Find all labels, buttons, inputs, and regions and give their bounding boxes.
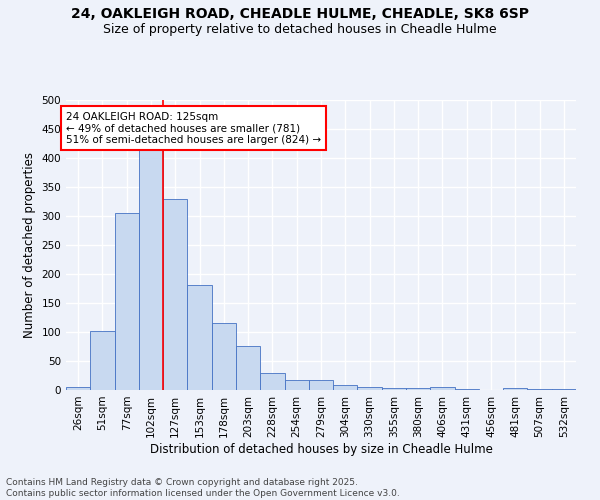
Text: Contains HM Land Registry data © Crown copyright and database right 2025.
Contai: Contains HM Land Registry data © Crown c… [6, 478, 400, 498]
Bar [115, 212, 139, 390]
Bar [212, 322, 236, 390]
Bar [163, 198, 187, 390]
Bar [90, 332, 115, 390]
Bar [406, 388, 430, 390]
Bar [503, 388, 527, 390]
Text: 24, OAKLEIGH ROAD, CHEADLE HULME, CHEADLE, SK8 6SP: 24, OAKLEIGH ROAD, CHEADLE HULME, CHEADL… [71, 8, 529, 22]
Y-axis label: Number of detached properties: Number of detached properties [23, 152, 36, 338]
Bar [139, 146, 163, 390]
Bar [260, 372, 284, 390]
Bar [552, 389, 576, 390]
Bar [430, 386, 455, 390]
Text: 24 OAKLEIGH ROAD: 125sqm
← 49% of detached houses are smaller (781)
51% of semi-: 24 OAKLEIGH ROAD: 125sqm ← 49% of detach… [66, 112, 321, 145]
Bar [66, 387, 90, 390]
Text: Distribution of detached houses by size in Cheadle Hulme: Distribution of detached houses by size … [149, 442, 493, 456]
Bar [382, 388, 406, 390]
Text: Size of property relative to detached houses in Cheadle Hulme: Size of property relative to detached ho… [103, 22, 497, 36]
Bar [455, 389, 479, 390]
Bar [309, 380, 333, 390]
Bar [333, 386, 358, 390]
Bar [284, 380, 309, 390]
Bar [187, 285, 212, 390]
Bar [236, 346, 260, 390]
Bar [358, 387, 382, 390]
